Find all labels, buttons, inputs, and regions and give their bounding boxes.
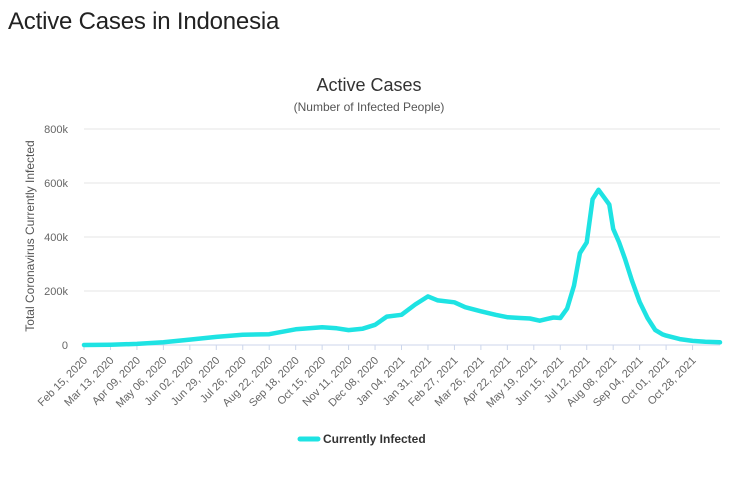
series-layer	[81, 187, 723, 348]
chart-subtitle: (Number of Infected People)	[294, 100, 445, 114]
legend[interactable]: Currently Infected	[297, 432, 426, 446]
y-tick-label: 200k	[44, 286, 68, 298]
y-tick-label: 600k	[44, 178, 68, 190]
series-line-currently-infected[interactable]	[81, 187, 723, 348]
y-axis-title: Total Coronavirus Currently Infected	[23, 140, 37, 331]
page-title: Active Cases in Indonesia	[8, 8, 280, 35]
grid-lines	[84, 128, 720, 292]
chart-title: Active Cases	[316, 75, 421, 95]
y-tick-label: 0	[62, 340, 68, 352]
legend-label: Currently Infected	[323, 432, 426, 446]
y-tick-label: 800k	[44, 124, 68, 136]
y-axis-ticks: 0 200k 400k 600k 800k	[44, 124, 68, 352]
y-tick-label: 400k	[44, 232, 68, 244]
